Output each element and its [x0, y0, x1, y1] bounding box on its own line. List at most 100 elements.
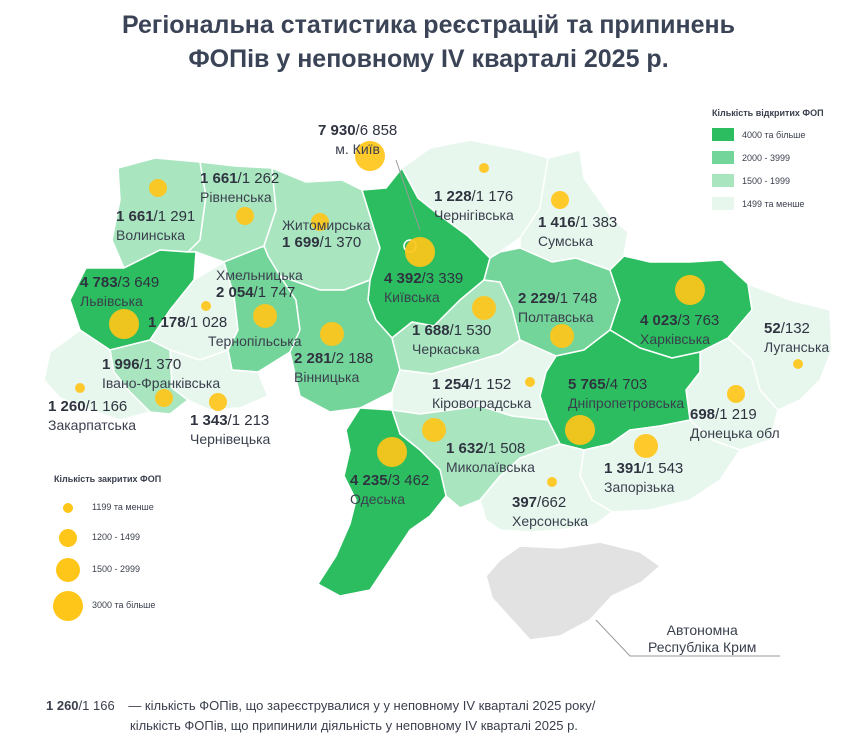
region-name: Тернопільська	[208, 333, 302, 349]
region-label-ivano-frankivska: 1 996/1 370 Івано-Франківська	[102, 356, 220, 392]
region-label-poltavska: 2 229/1 748 Полтавська	[518, 290, 597, 326]
crimea-callout-line	[595, 619, 780, 657]
region-opened: 698	[690, 406, 716, 423]
region-value: 1 661/1 291	[116, 208, 195, 225]
legend-open-label: 1500 - 1999	[742, 175, 791, 186]
region-value: 1 260/1 166	[48, 398, 127, 415]
page-title: Регіональна статистика реєстрацій та при…	[0, 8, 857, 76]
closed-circle-khersonska	[547, 477, 557, 487]
legend-swatch	[712, 151, 734, 164]
region-label-khmelnytska: Хмельницька 2 054/1 747	[216, 266, 303, 302]
legend-open-item: 1499 та менше	[712, 197, 804, 210]
region-closed: /1 543	[641, 460, 684, 477]
region-opened: 1 699	[282, 234, 320, 251]
region-label-volynska: 1 661/1 291 Волинська	[116, 208, 195, 244]
crimea-label-line-1: Автономна	[666, 622, 738, 638]
region-label-vinnytska: 2 281/2 188 Вінницька	[294, 350, 373, 386]
region-label-zhytomyrska: Житомирська 1 699/1 370	[282, 216, 371, 252]
region-closed: /1 213	[227, 412, 270, 429]
region-label-kirovohradska: 1 254/1 152 Кіровоградська	[432, 376, 531, 412]
closed-circle-zakarpatska	[75, 383, 85, 393]
region-opened: 2 281	[294, 350, 332, 367]
closed-circle-ternopilska	[201, 301, 211, 311]
region-closed: /1 028	[185, 314, 228, 331]
legend-closed-label: 1199 та менше	[92, 502, 154, 512]
legend-closed-circle	[56, 558, 80, 582]
region-value: 397/662	[512, 494, 566, 511]
region-label-dnipropetrovska: 5 765/4 703 Дніпропетровська	[568, 376, 684, 412]
region-closed: /1 530	[449, 322, 492, 339]
region-opened: 1 632	[446, 440, 484, 457]
region-label-mykolaivska: 1 632/1 508 Миколаївська	[446, 440, 535, 476]
region-label-chernivetska: 1 343/1 213 Чернівецька	[190, 412, 270, 448]
region-name: Закарпатська	[48, 417, 137, 433]
region-opened: 397	[512, 494, 538, 511]
region-closed: /1 370	[319, 234, 362, 251]
region-closed: /1 166	[85, 398, 128, 415]
region-value: 1 688/1 530	[412, 322, 491, 339]
region-value: 2 281/2 188	[294, 350, 373, 367]
legend-closed-label: 1500 - 2999	[92, 564, 141, 574]
region-opened: 1 661	[200, 170, 238, 187]
region-opened: 5 765	[568, 376, 606, 393]
region-label-zakarpatska: 1 260/1 166 Закарпатська	[48, 398, 136, 434]
region-closed: /3 649	[117, 274, 160, 291]
region-label-lvivska: 4 783/3 649 Львівська	[80, 274, 159, 310]
footer-line-2: кількість ФОПів, що припинили діяльність…	[130, 718, 578, 733]
region-closed: /1 370	[139, 356, 182, 373]
region-label-rivnenska: 1 661/1 262 Рівненська	[200, 170, 279, 206]
region-label-cherkaska: 1 688/1 530 Черкаська	[412, 322, 491, 358]
region-closed: /1 747	[253, 284, 296, 301]
region-value: 698/1 219	[690, 406, 757, 423]
region-closed: /1 291	[153, 208, 196, 225]
legend-open-label: 1499 та менше	[742, 198, 805, 209]
region-crimea	[485, 541, 662, 641]
legend-closed-title: Кількість закритих ФОП	[54, 474, 162, 484]
region-odeska[interactable]	[317, 407, 447, 597]
region-closed: /3 462	[387, 472, 430, 489]
legend-open-label: 2000 - 3999	[742, 152, 791, 163]
region-value: 1 228/1 176	[434, 188, 513, 205]
region-closed: /3 763	[677, 312, 720, 329]
region-luhanska[interactable]	[727, 283, 833, 411]
region-name: Волинська	[116, 227, 186, 243]
footer-line-1: 1 260/1 166 — кількість ФОПів, що зареєс…	[46, 698, 595, 713]
region-opened: 4 392	[384, 270, 422, 287]
closed-circle-luhanska	[793, 359, 803, 369]
closed-circle-kharkivska	[675, 275, 705, 305]
region-name: Вінницька	[294, 369, 360, 385]
footer-line-1-text: — кількість ФОПів, що зареєструвалися у …	[124, 698, 596, 713]
region-opened: 1 688	[412, 322, 450, 339]
region-opened: 1 343	[190, 412, 228, 429]
region-name: Чернігівська	[434, 207, 514, 223]
region-value: 1 343/1 213	[190, 412, 269, 429]
region-value: 5 765/4 703	[568, 376, 647, 393]
region-closed: /1 219	[715, 406, 757, 423]
region-closed: /1 152	[469, 376, 512, 393]
region-closed: /662	[537, 494, 567, 511]
region-closed: /4 703	[605, 376, 648, 393]
region-closed: /3 339	[421, 270, 464, 287]
region-closed: /1 508	[483, 440, 526, 457]
region-name: Івано-Франківська	[102, 375, 221, 391]
legend-swatch	[712, 128, 734, 141]
legend-swatch	[712, 174, 734, 187]
footer-example-opened: 1 260	[46, 698, 79, 713]
closed-circle-zhytomyrska	[311, 213, 329, 231]
closed-circle-chernivetska	[209, 393, 227, 411]
region-opened: 1 391	[604, 460, 642, 477]
region-closed: /1 748	[555, 290, 598, 307]
region-value: 2 054/1 747	[216, 284, 303, 302]
region-name: Черкаська	[412, 341, 480, 357]
closed-circle-kirovohradska	[525, 377, 535, 387]
region-label-kyiv-city: 7 930/6 858 м. Київ	[318, 122, 397, 158]
region-name: Кіровоградська	[432, 395, 532, 411]
legend-open-item: 4000 та більше	[712, 128, 805, 141]
region-zakarpatska[interactable]	[43, 329, 151, 421]
title-line-1: Регіональна статистика реєстрацій та при…	[121, 11, 736, 39]
closed-circle-ivano-frankivska	[155, 389, 173, 407]
region-opened: 2 054	[216, 284, 254, 301]
region-value: 7 930/6 858	[318, 122, 397, 139]
region-opened: 4 235	[350, 472, 388, 489]
region-value: 4 023/3 763	[640, 312, 719, 329]
